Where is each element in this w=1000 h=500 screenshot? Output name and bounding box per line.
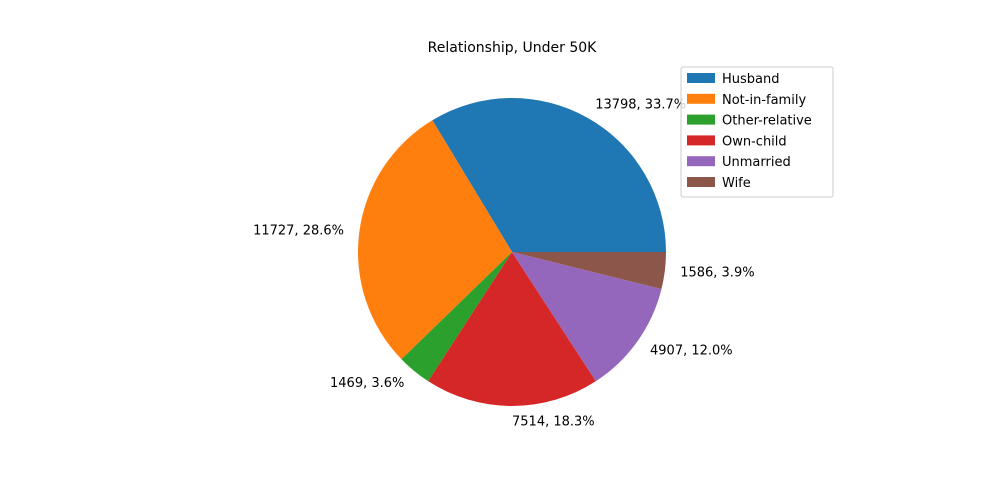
slice-label: 13798, 33.7% [595,98,686,113]
legend-label: Own-child [722,134,787,149]
legend-label: Not-in-family [722,93,806,108]
legend-swatch [687,156,715,167]
legend-swatch [687,114,715,125]
slice-label: 1586, 3.9% [680,266,754,281]
legend-label: Unmarried [722,155,791,170]
slice-label: 11727, 28.6% [253,223,344,238]
legend-label: Other-relative [722,114,812,129]
slice-label: 7514, 18.3% [512,414,595,429]
pie-labels: 13798, 33.7% 11727, 28.6% 1469, 3.6% 7514, … [253,98,755,430]
pie-slice [428,252,596,407]
pie-slice [357,120,512,360]
legend-swatch [687,73,715,83]
legend-swatch [687,93,715,104]
legend-swatch [687,177,715,187]
pie-slices [357,97,666,407]
pie-slice [432,97,666,252]
pie-slice [401,252,512,382]
chart-title: Relationship, Under 50K [428,40,597,56]
legend-label: Wife [722,176,751,191]
slice-label: 1469, 3.6% [330,376,404,391]
legend-swatch [687,135,715,146]
legend-label: Husband [722,72,780,87]
pie-slice [512,252,662,382]
slice-label: 4907, 12.0% [650,343,733,358]
pie-slice [512,252,666,290]
legend-frame [680,66,834,198]
legend: Husband Not-in-family Other-relative Own… [680,66,834,198]
